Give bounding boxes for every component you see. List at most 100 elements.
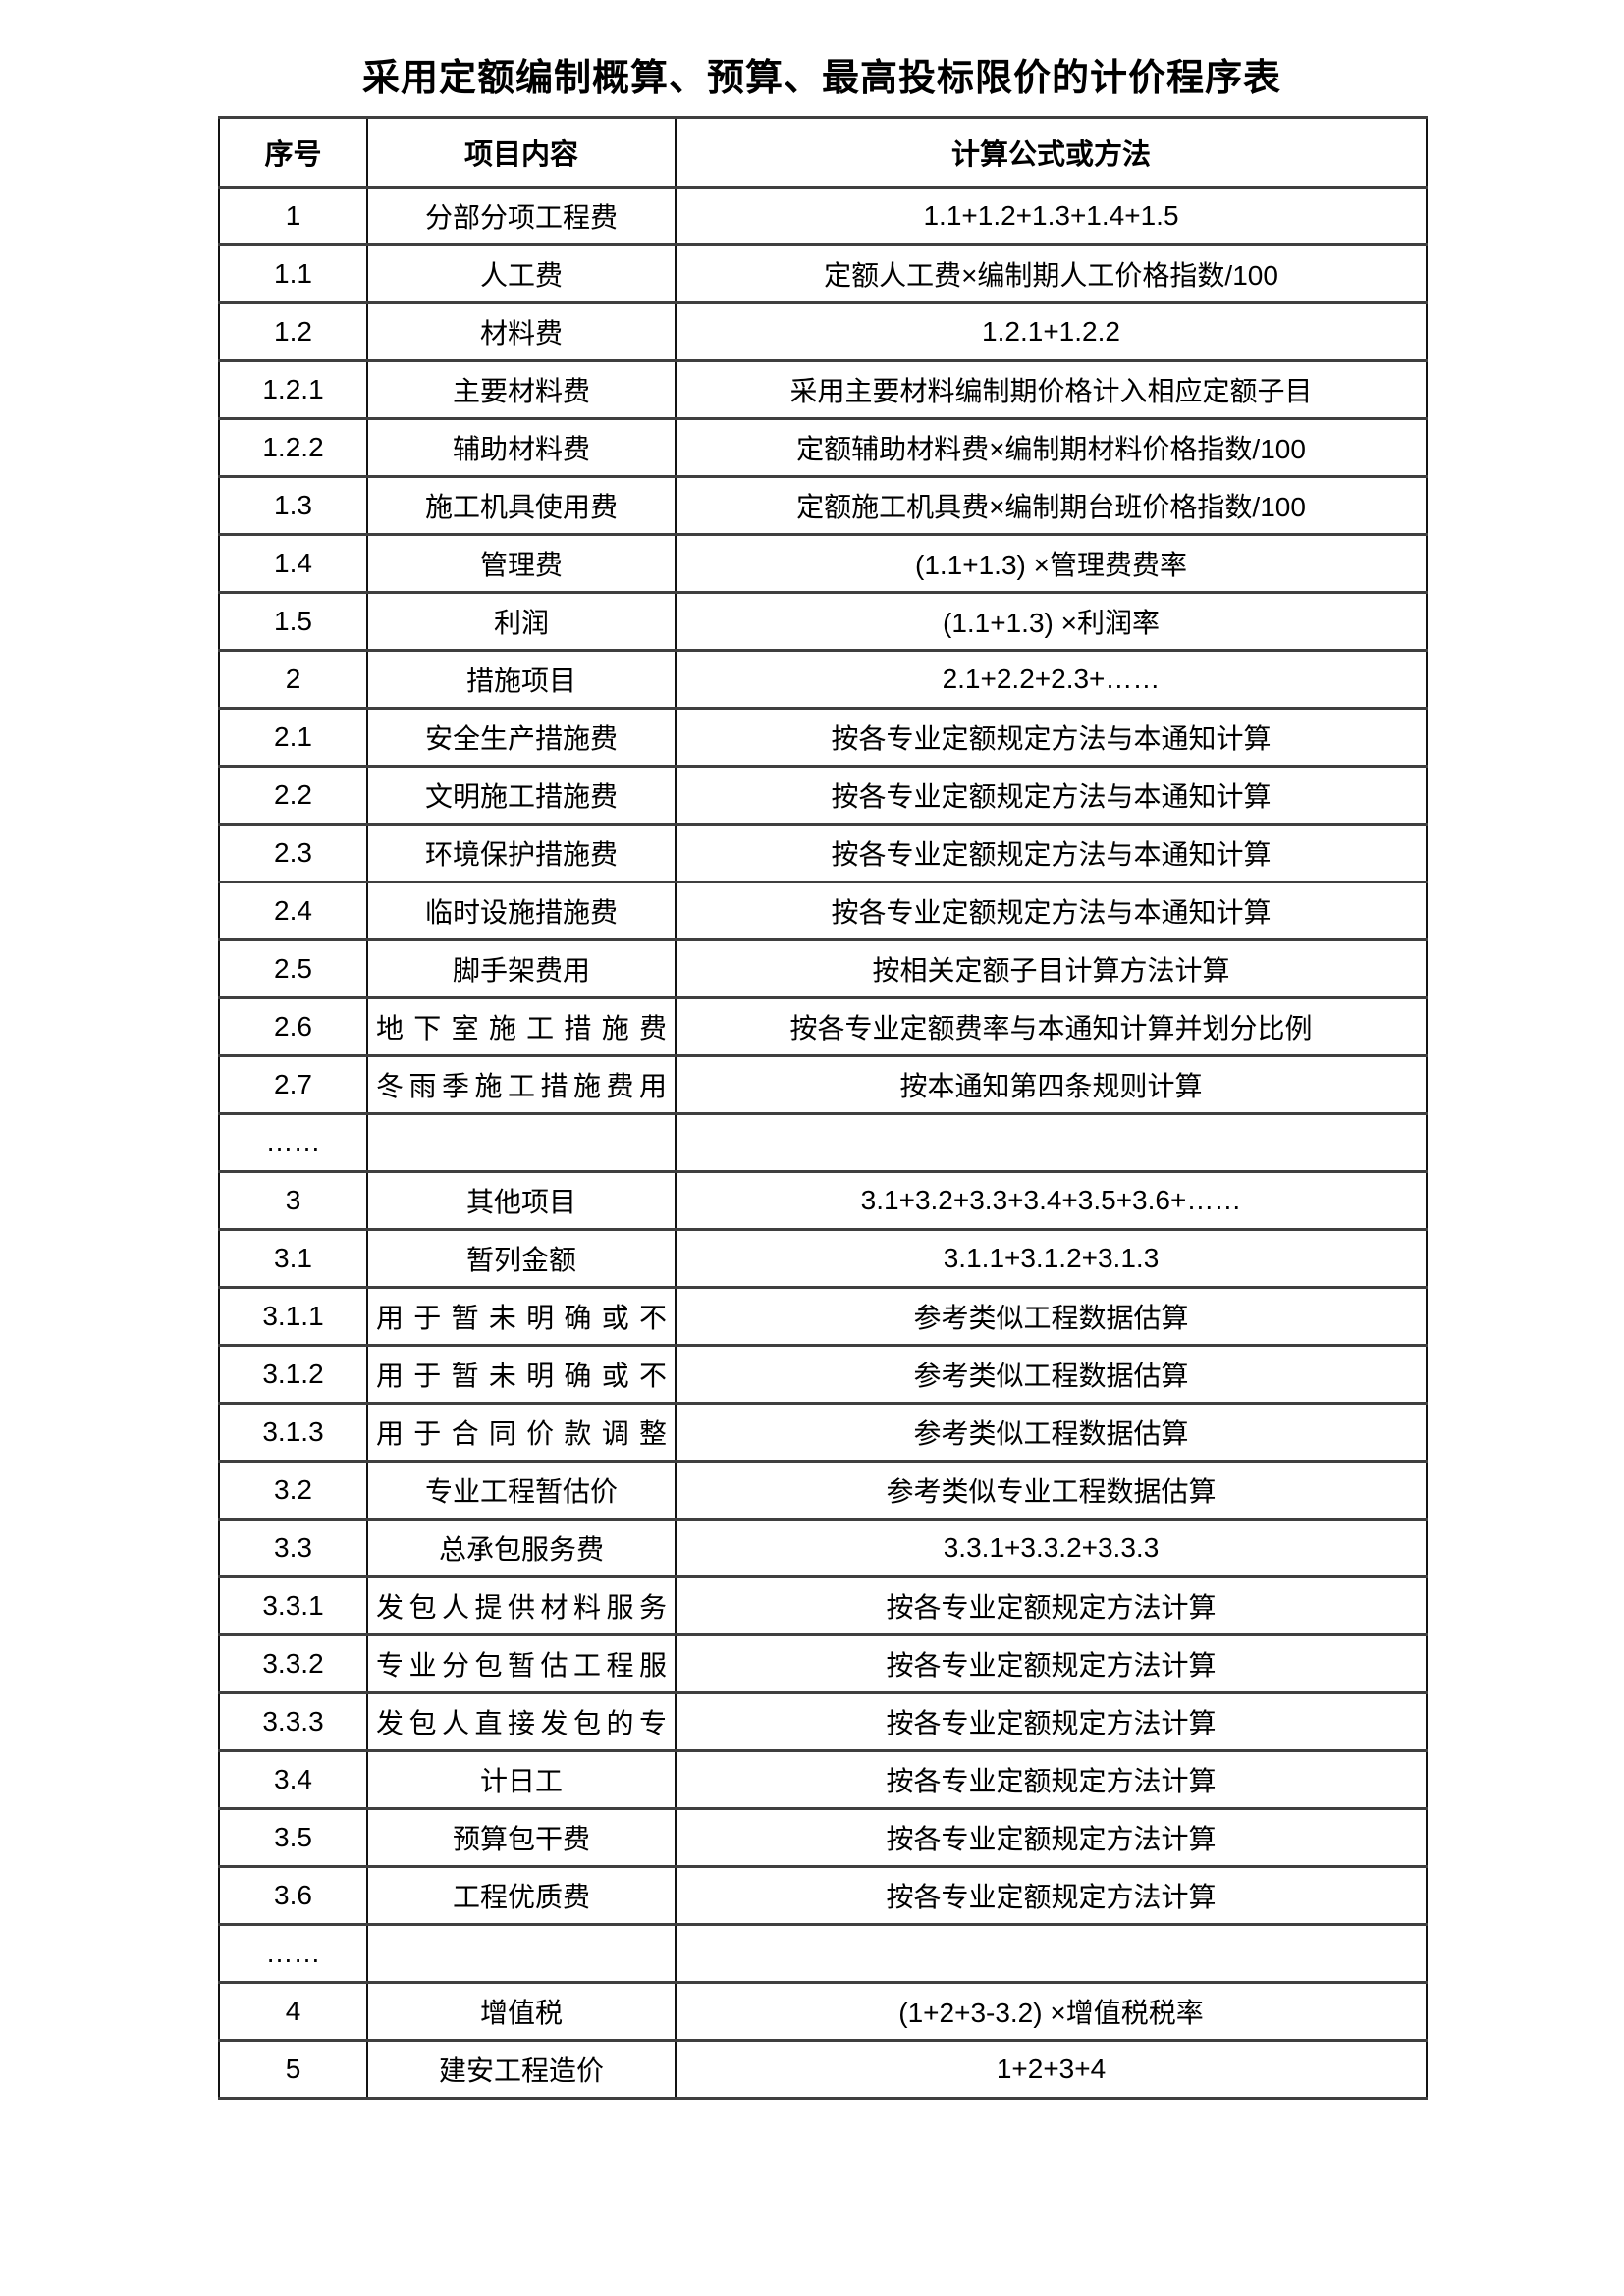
cell-formula: (1+2+3-3.2) ×增值税税率 — [675, 1981, 1428, 2042]
cell-formula: 按各专业定额费率与本通知计算并划分比例 — [675, 996, 1428, 1057]
cell-formula: 参考类似专业工程数据估算 — [675, 1460, 1428, 1521]
page-title: 采用定额编制概算、预算、最高投标限价的计价程序表 — [361, 58, 1281, 99]
cell-item: 材料费 — [366, 301, 677, 362]
cell-formula: 参考类似工程数据估算 — [675, 1286, 1428, 1347]
cell-seq: 1.2 — [218, 301, 368, 362]
cell-item: 主要材料费 — [366, 359, 677, 420]
cell-item: 工程优质费 — [366, 1865, 677, 1926]
cell-formula: 按各专业定额规定方法计算 — [675, 1865, 1428, 1926]
cell-formula: 按各专业定额规定方法计算 — [675, 1633, 1428, 1694]
cell-formula: 3.3.1+3.3.2+3.3.3 — [675, 1518, 1428, 1578]
cell-formula: 3.1.1+3.1.2+3.1.3 — [675, 1228, 1428, 1289]
cell-item: 临时设施措施费 — [366, 881, 677, 941]
cell-formula: 3.1+3.2+3.3+3.4+3.5+3.6+…… — [675, 1170, 1428, 1231]
table-row: 3.3 总承包服务费 3.3.1+3.3.2+3.3.3 — [218, 1518, 1428, 1578]
table-row: 2.6 地下室施工措施费 按各专业定额费率与本通知计算并划分比例 — [218, 996, 1428, 1057]
cell-item: 专业分包暂估工程服 — [366, 1633, 677, 1694]
table-header-row: 序号 项目内容 计算公式或方法 — [218, 116, 1428, 189]
cell-item: 措施项目 — [366, 649, 677, 710]
cell-item: 发包人提供材料服务 — [366, 1575, 677, 1636]
header-item: 项目内容 — [366, 116, 677, 189]
cell-formula: 按各专业定额规定方法与本通知计算 — [675, 881, 1428, 941]
cell-item: 冬雨季施工措施费用 — [366, 1054, 677, 1115]
cell-seq: 3.3 — [218, 1518, 368, 1578]
cell-item — [366, 1923, 677, 1984]
cell-seq: 3.6 — [218, 1865, 368, 1926]
table-row: 3.3.3 发包人直接发包的专 按各专业定额规定方法计算 — [218, 1691, 1428, 1752]
table-body: 1 分部分项工程费 1.1+1.2+1.3+1.4+1.5 1.1 人工费 定额人工费×编… — [218, 186, 1428, 2100]
cell-seq: 3.3.1 — [218, 1575, 368, 1636]
cell-seq: 3.1.1 — [218, 1286, 368, 1347]
table-row: 1.3 施工机具使用费 定额施工机具费×编制期台班价格指数/100 — [218, 475, 1428, 536]
table-row: …… — [218, 1112, 1428, 1173]
cell-seq: 1.5 — [218, 591, 368, 652]
cell-seq: 2.6 — [218, 996, 368, 1057]
cell-item: 管理费 — [366, 533, 677, 594]
cell-formula: 按各专业定额规定方法计算 — [675, 1575, 1428, 1636]
table-row: 1.5 利润 (1.1+1.3) ×利润率 — [218, 591, 1428, 652]
cell-formula: 定额辅助材料费×编制期材料价格指数/100 — [675, 417, 1428, 478]
table-row: 2 措施项目 2.1+2.2+2.3+…… — [218, 649, 1428, 710]
pricing-table: 序号 项目内容 计算公式或方法 1 分部分项工程费 1.1+1.2+1.3+1.4+… — [218, 116, 1428, 2100]
cell-item: 利润 — [366, 591, 677, 652]
cell-seq: 3 — [218, 1170, 368, 1231]
cell-seq: 1.2.1 — [218, 359, 368, 420]
table-row: 4 增值税 (1+2+3-3.2) ×增值税税率 — [218, 1981, 1428, 2042]
cell-item: 环境保护措施费 — [366, 823, 677, 883]
cell-item: 分部分项工程费 — [366, 186, 677, 246]
cell-item: 增值税 — [366, 1981, 677, 2042]
header-seq: 序号 — [218, 116, 368, 189]
cell-seq: 2.7 — [218, 1054, 368, 1115]
cell-formula: 定额人工费×编制期人工价格指数/100 — [675, 243, 1428, 304]
cell-seq: 3.5 — [218, 1807, 368, 1868]
cell-item: 安全生产措施费 — [366, 707, 677, 768]
cell-seq: 3.3.2 — [218, 1633, 368, 1694]
table-row: 2.7 冬雨季施工措施费用 按本通知第四条规则计算 — [218, 1054, 1428, 1115]
cell-item: 其他项目 — [366, 1170, 677, 1231]
cell-item — [366, 1112, 677, 1173]
table-row: 5 建安工程造价 1+2+3+4 — [218, 2039, 1428, 2100]
cell-formula: 按各专业定额规定方法与本通知计算 — [675, 823, 1428, 883]
table-row: 3.3.2 专业分包暂估工程服 按各专业定额规定方法计算 — [218, 1633, 1428, 1694]
cell-formula — [675, 1112, 1428, 1173]
cell-formula: 参考类似工程数据估算 — [675, 1344, 1428, 1405]
cell-seq: 1.3 — [218, 475, 368, 536]
cell-item: 用于暂未明确或不 — [366, 1286, 677, 1347]
cell-formula: (1.1+1.3) ×利润率 — [675, 591, 1428, 652]
cell-item: 辅助材料费 — [366, 417, 677, 478]
cell-formula: 按各专业定额规定方法计算 — [675, 1807, 1428, 1868]
cell-seq: 4 — [218, 1981, 368, 2042]
table-row: 1.2.2 辅助材料费 定额辅助材料费×编制期材料价格指数/100 — [218, 417, 1428, 478]
table-row: 1.2.1 主要材料费 采用主要材料编制期价格计入相应定额子目 — [218, 359, 1428, 420]
cell-seq: 3.1.3 — [218, 1402, 368, 1463]
cell-seq: 2.2 — [218, 765, 368, 826]
cell-seq: 1 — [218, 186, 368, 246]
cell-item: 人工费 — [366, 243, 677, 304]
table-row: 2.1 安全生产措施费 按各专业定额规定方法与本通知计算 — [218, 707, 1428, 768]
cell-formula: 1.2.1+1.2.2 — [675, 301, 1428, 362]
cell-seq: 3.1.2 — [218, 1344, 368, 1405]
table-row: 3.2 专业工程暂估价 参考类似专业工程数据估算 — [218, 1460, 1428, 1521]
table-row: 3.1.1 用于暂未明确或不 参考类似工程数据估算 — [218, 1286, 1428, 1347]
cell-seq: 1.2.2 — [218, 417, 368, 478]
cell-seq: …… — [218, 1923, 368, 1984]
cell-formula: 按本通知第四条规则计算 — [675, 1054, 1428, 1115]
table-row: 1.2 材料费 1.2.1+1.2.2 — [218, 301, 1428, 362]
table-row: 2.5 脚手架费用 按相关定额子目计算方法计算 — [218, 938, 1428, 999]
cell-formula: 定额施工机具费×编制期台班价格指数/100 — [675, 475, 1428, 536]
cell-item: 专业工程暂估价 — [366, 1460, 677, 1521]
table-row: 2.3 环境保护措施费 按各专业定额规定方法与本通知计算 — [218, 823, 1428, 883]
cell-formula: 参考类似工程数据估算 — [675, 1402, 1428, 1463]
table-row: 1.1 人工费 定额人工费×编制期人工价格指数/100 — [218, 243, 1428, 304]
table-row: 3.3.1 发包人提供材料服务 按各专业定额规定方法计算 — [218, 1575, 1428, 1636]
table-row: 1.4 管理费 (1.1+1.3) ×管理费费率 — [218, 533, 1428, 594]
cell-seq: 3.3.3 — [218, 1691, 368, 1752]
cell-formula: 按相关定额子目计算方法计算 — [675, 938, 1428, 999]
cell-item: 总承包服务费 — [366, 1518, 677, 1578]
cell-item: 计日工 — [366, 1749, 677, 1810]
cell-seq: 2.5 — [218, 938, 368, 999]
table-row: 1 分部分项工程费 1.1+1.2+1.3+1.4+1.5 — [218, 186, 1428, 246]
cell-formula: 按各专业定额规定方法与本通知计算 — [675, 707, 1428, 768]
cell-item: 暂列金额 — [366, 1228, 677, 1289]
table-row: 3.1.2 用于暂未明确或不 参考类似工程数据估算 — [218, 1344, 1428, 1405]
